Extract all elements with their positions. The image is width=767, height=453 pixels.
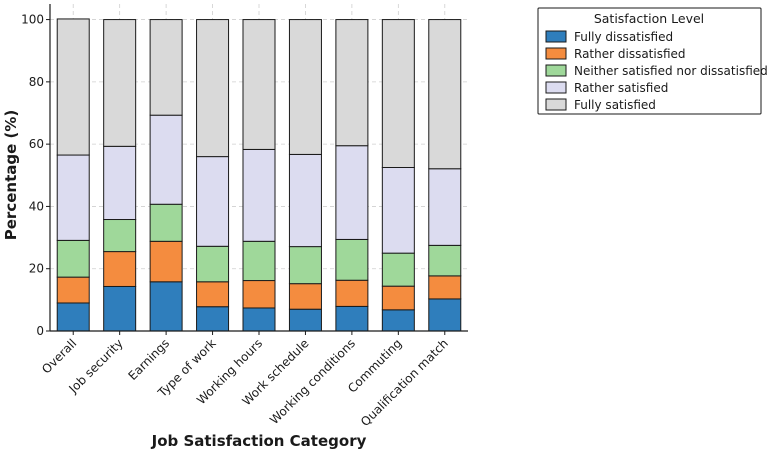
y-axis-label: Percentage (%) [2,110,20,240]
bar-segment [288,283,322,310]
legend-label: Fully satisfied [574,98,656,112]
legend-label: Neither satisfied nor dissatisfied [574,64,767,78]
bar-segment [335,279,369,307]
legend-items: Fully dissatisfied Rather dissatisfied Nei… [545,30,767,112]
y-tick-label: 0 [36,324,44,338]
bar-segment [149,281,183,332]
bar-segment [288,19,322,155]
bar-segment [242,240,276,282]
bar-segment [103,285,137,332]
legend-label: Rather dissatisfied [574,47,686,61]
bar-segment [103,145,137,221]
bar-segment [149,114,183,205]
bar-segment [149,203,183,242]
bar-segment [196,281,230,308]
bar-segment [103,219,137,253]
bar-segment [381,19,415,169]
legend-swatch [545,81,567,94]
bar-segment [381,252,415,287]
x-tick-label: Overall [39,336,79,376]
bar-segment [149,240,183,283]
bar-segment [428,275,462,300]
bar-segment [335,145,369,240]
x-tick-label: Earnings [126,336,173,383]
bar-segment [335,305,369,332]
bar-segment [56,239,90,278]
legend-swatch [545,98,567,111]
bar-segment [242,280,276,309]
bar-segment [381,309,415,332]
bar-segment [381,167,415,254]
legend-swatch [545,30,567,43]
bar-segment [196,245,230,283]
bar-segment [56,302,90,332]
bar-segment [196,19,230,158]
bar-segment [428,244,462,277]
legend-swatch [545,47,567,60]
legend-title: Satisfaction Level [594,11,704,26]
bar-segment [381,285,415,311]
bar-segment [242,148,276,242]
bar-segment [56,154,90,241]
bar-segment [149,19,183,116]
legend-label: Fully dissatisfied [574,30,673,44]
bar-segment [335,19,369,147]
y-tick-label: 60 [29,137,44,151]
bar-segment [196,306,230,332]
bar-segment [428,298,462,332]
bar-segment [335,238,369,281]
legend-frame [537,7,762,115]
legend-swatch [545,64,567,77]
axes [46,4,468,335]
bar-segment [242,307,276,332]
bar-segment [103,251,137,287]
y-tick-label: 100 [21,13,44,27]
bar-segment [288,153,322,248]
bars [56,18,462,332]
bar-segment [288,308,322,332]
x-axis-label: Job Satisfaction Category [151,432,367,450]
x-tick-label: Qualification match [358,336,451,429]
y-tick-label: 20 [29,262,44,276]
bar-segment [56,276,90,304]
bar-segment [428,168,462,246]
bar-segment [428,19,462,170]
bar-segment [56,18,90,156]
x-tick-label: Working conditions [267,336,358,427]
legend-label: Rather satisfied [574,81,668,95]
y-tick-label: 80 [29,75,44,89]
bar-segment [196,156,230,247]
bar-segment [103,19,137,147]
y-tick-labels: 0 20 40 60 80 100 [21,13,44,338]
y-tick-label: 40 [29,199,44,213]
bar-segment [288,246,322,285]
bar-segment [242,19,276,150]
legend: Satisfaction Level Fully dissatisfied Rat… [537,7,767,115]
